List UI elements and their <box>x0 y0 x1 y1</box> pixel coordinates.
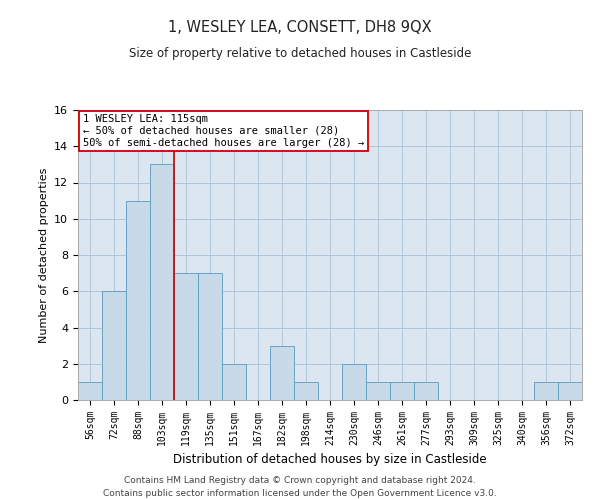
Bar <box>390 382 414 400</box>
Text: Size of property relative to detached houses in Castleside: Size of property relative to detached ho… <box>129 48 471 60</box>
Bar <box>294 382 318 400</box>
X-axis label: Distribution of detached houses by size in Castleside: Distribution of detached houses by size … <box>173 454 487 466</box>
Bar <box>222 364 246 400</box>
Text: Contains HM Land Registry data © Crown copyright and database right 2024.: Contains HM Land Registry data © Crown c… <box>124 476 476 485</box>
Bar <box>78 382 102 400</box>
Y-axis label: Number of detached properties: Number of detached properties <box>38 168 49 342</box>
Bar <box>174 273 198 400</box>
Text: 1 WESLEY LEA: 115sqm
← 50% of detached houses are smaller (28)
50% of semi-detac: 1 WESLEY LEA: 115sqm ← 50% of detached h… <box>83 114 364 148</box>
Bar <box>102 291 126 400</box>
Text: Contains public sector information licensed under the Open Government Licence v3: Contains public sector information licen… <box>103 488 497 498</box>
Bar <box>198 273 222 400</box>
Bar <box>366 382 390 400</box>
Bar <box>558 382 582 400</box>
Bar <box>414 382 438 400</box>
Bar <box>150 164 174 400</box>
Text: 1, WESLEY LEA, CONSETT, DH8 9QX: 1, WESLEY LEA, CONSETT, DH8 9QX <box>168 20 432 35</box>
Bar <box>270 346 294 400</box>
Bar <box>342 364 366 400</box>
Bar <box>126 200 150 400</box>
Bar <box>534 382 558 400</box>
